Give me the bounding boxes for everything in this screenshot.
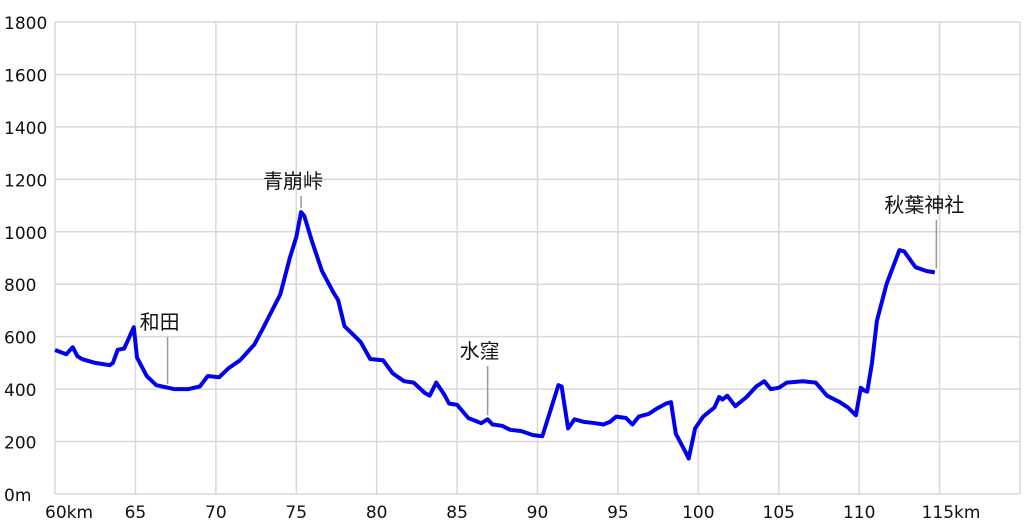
y-tick-label: 600 <box>4 329 36 349</box>
y-tick-label: 1800 <box>4 14 47 34</box>
x-tick-label: 85 <box>446 503 468 523</box>
x-tick-label: 105 <box>763 503 795 523</box>
place-label: 青崩峠 <box>263 169 323 193</box>
x-tick-label: 100 <box>682 503 714 523</box>
place-label: 水窪 <box>460 339 500 363</box>
y-tick-label: 1600 <box>4 66 47 86</box>
x-tick-label: 95 <box>607 503 629 523</box>
x-tick-label: 110 <box>843 503 875 523</box>
x-tick-label: 60km <box>45 503 93 523</box>
place-label: 秋葉神社 <box>884 193 964 217</box>
x-tick-label: 70 <box>205 503 227 523</box>
place-label: 和田 <box>140 310 180 334</box>
y-tick-label: 400 <box>4 381 36 401</box>
grid <box>55 22 1020 494</box>
x-tick-label: 90 <box>527 503 549 523</box>
y-axis: 0m 200 400 600 800 1000 1200 1400 1600 1800 <box>4 14 47 506</box>
x-axis: 60km 65 70 75 80 85 90 95 100 105 110 115km <box>45 503 980 523</box>
y-tick-label: 0m <box>4 486 31 506</box>
elevation-line <box>55 212 935 459</box>
y-tick-label: 800 <box>4 276 36 296</box>
x-tick-label: 115km <box>922 503 981 523</box>
y-tick-label: 1000 <box>4 224 47 244</box>
x-tick-label: 65 <box>125 503 147 523</box>
y-tick-label: 1200 <box>4 171 47 191</box>
x-tick-label: 80 <box>366 503 388 523</box>
y-tick-label: 200 <box>4 434 36 454</box>
x-tick-label: 75 <box>285 503 307 523</box>
y-tick-label: 1400 <box>4 119 47 139</box>
